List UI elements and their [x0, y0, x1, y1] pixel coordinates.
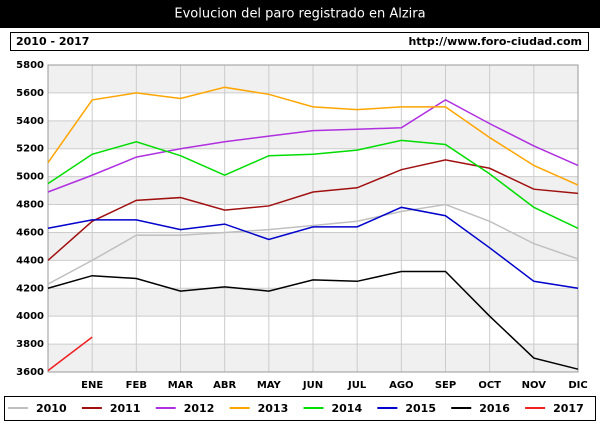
y-tick-label: 4000 — [16, 311, 44, 322]
y-tick-label: 4200 — [16, 283, 44, 294]
x-tick-label: SEP — [435, 380, 456, 391]
plot-frame — [47, 64, 579, 373]
y-tick-label: 5600 — [16, 88, 44, 99]
legend-label: 2010 — [36, 402, 67, 415]
y-tick-label: 5400 — [16, 116, 44, 127]
period: 2010 - 2017 — [16, 35, 89, 48]
legend-label: 2012 — [184, 402, 215, 415]
y-tick-label: 4600 — [16, 227, 44, 238]
source: http://www.foro-ciudad.com — [408, 35, 582, 48]
chart-title: Evolucion del paro registrado en Alzira — [174, 7, 425, 22]
x-tick-label: FEB — [126, 380, 147, 391]
legend-box — [4, 396, 596, 421]
legend-label: 2013 — [258, 402, 289, 415]
y-tick-label: 5200 — [16, 144, 44, 155]
x-tick-label: ENE — [81, 380, 103, 391]
series-line — [47, 336, 93, 372]
x-tick-label: JUL — [347, 380, 367, 391]
x-tick-label: NOV — [522, 380, 547, 391]
legend-label: 2011 — [110, 402, 141, 415]
x-tick-label: MAY — [257, 380, 282, 391]
x-tick-label: JUN — [302, 380, 323, 391]
legend-label: 2015 — [405, 402, 436, 415]
series-line — [47, 139, 579, 229]
y-tick-label: 5000 — [16, 172, 44, 183]
series-line — [47, 159, 579, 261]
legend-label: 2014 — [332, 402, 363, 415]
x-tick-label: OCT — [478, 380, 501, 391]
x-tick-label: DIC — [568, 380, 587, 391]
x-tick-label: AGO — [389, 380, 413, 391]
y-tick-label: 5800 — [16, 60, 44, 71]
series-line — [47, 203, 579, 285]
y-tick-label: 4800 — [16, 200, 44, 211]
x-tick-label: MAR — [168, 380, 194, 391]
header-box — [10, 32, 589, 51]
series-line — [47, 270, 579, 370]
series-line — [47, 99, 579, 193]
series-line — [47, 86, 579, 186]
legend-label: 2016 — [479, 402, 510, 415]
y-tick-label: 3600 — [16, 367, 44, 378]
title-bar — [0, 0, 600, 28]
y-tick-label: 4400 — [16, 255, 44, 266]
series-line — [47, 206, 579, 290]
x-tick-label: ABR — [213, 380, 236, 391]
legend-label: 2017 — [553, 402, 584, 415]
y-tick-label: 3800 — [16, 339, 44, 350]
